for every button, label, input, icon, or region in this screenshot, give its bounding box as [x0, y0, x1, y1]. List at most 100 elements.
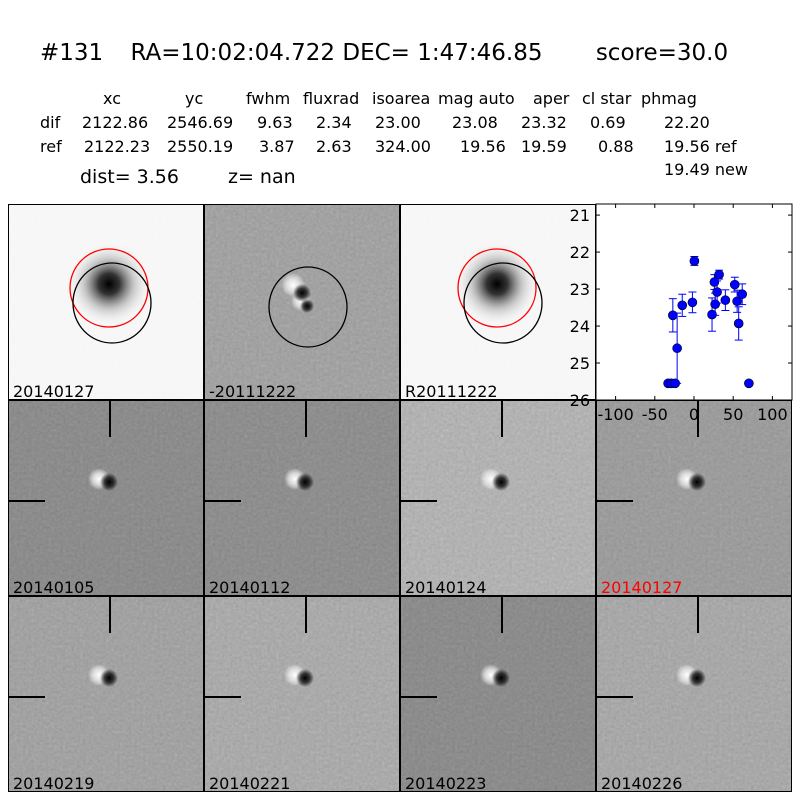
crosshair-marker	[501, 597, 503, 633]
crosshair-marker	[597, 696, 633, 698]
row-label: ref	[40, 137, 62, 156]
column-header: fwhm	[246, 89, 291, 108]
data-point	[707, 309, 717, 320]
stamp-date-label: 20140226	[601, 774, 683, 792]
column-header: mag auto	[438, 89, 515, 108]
crosshair-marker	[401, 696, 437, 698]
y-tick-label: 21	[570, 206, 590, 225]
x-tick-label: 0	[689, 405, 699, 424]
light-curve-chart: -100 -50 0 50 100 21 22 23 24 25 26	[570, 203, 793, 424]
table-cell: 2550.19	[167, 137, 234, 156]
table-cell: 0.88	[598, 137, 634, 156]
x-tick-label: -50	[642, 405, 668, 424]
y-tick-label: 23	[570, 280, 590, 299]
table-cell: 23.08	[452, 113, 498, 132]
image-stamp-stamp[interactable]: 20140127	[596, 400, 792, 596]
image-stamp-stamp[interactable]: 20140226	[596, 596, 792, 792]
table-cell: 324.00	[375, 137, 431, 156]
column-header: xc	[103, 89, 121, 108]
stamp-date-label: -20111222	[209, 382, 297, 400]
table-cell: 19.56	[460, 137, 506, 156]
y-tick-label: 24	[570, 317, 590, 336]
data-point	[744, 378, 754, 389]
candidate-coords: RA=10:02:04.722 DEC= 1:47:46.85	[130, 40, 543, 66]
table-cell: 2546.69	[167, 113, 234, 132]
black-aperture-circle	[72, 262, 152, 344]
column-header: isoarea	[372, 89, 431, 108]
y-tick-label: 26	[570, 391, 590, 410]
red-aperture-circle	[457, 248, 537, 328]
table-cell: 23.32	[521, 113, 567, 132]
data-point	[710, 299, 720, 310]
data-point	[733, 318, 744, 329]
table-cell: 19.56 ref	[664, 137, 737, 156]
image-stamp-stamp[interactable]: 20140219	[8, 596, 204, 792]
crosshair-marker	[205, 696, 241, 698]
crosshair-marker	[501, 401, 503, 437]
image-stamp-stamp[interactable]: 20140223	[400, 596, 596, 792]
crosshair-marker	[305, 401, 307, 437]
dist-value: dist= 3.56	[80, 166, 179, 188]
crosshair-marker	[305, 597, 307, 633]
candidate-score: score=30.0	[595, 40, 729, 66]
crosshair-marker	[9, 696, 45, 698]
table-cell: 22.20	[664, 113, 710, 132]
data-point	[687, 297, 698, 308]
data-point	[729, 279, 740, 290]
crosshair-marker	[109, 597, 111, 633]
image-stamp-stamp[interactable]: 20140221	[204, 596, 400, 792]
z-value: z= nan	[228, 166, 296, 188]
image-stamp-ref[interactable]: R20111222	[400, 204, 596, 400]
table-cell: 19.59	[521, 137, 567, 156]
stamp-date-label: 20140127	[13, 382, 95, 400]
stamp-date-label: 20140221	[209, 774, 291, 792]
data-point	[689, 256, 700, 266]
black-aperture-circle	[463, 262, 543, 344]
column-header: aper	[533, 89, 570, 108]
table-cell: 2.34	[316, 113, 352, 132]
image-stamp-diff[interactable]: -20111222	[204, 204, 400, 400]
stamp-date-label: R20111222	[405, 382, 498, 400]
y-tick-label: 25	[570, 354, 590, 373]
table-cell: 0.69	[590, 113, 626, 132]
data-point	[714, 269, 724, 280]
stamp-date-label: 20140105	[13, 578, 95, 596]
data-point	[672, 343, 682, 354]
data-point	[720, 295, 731, 305]
y-tick-label: 22	[570, 243, 590, 262]
stamp-date-label: 20140112	[209, 578, 291, 596]
image-stamp-new[interactable]: 20140127	[8, 204, 204, 400]
data-point	[677, 300, 688, 311]
data-point	[737, 289, 748, 300]
black-aperture-circle	[268, 266, 348, 348]
crosshair-marker	[205, 500, 241, 502]
table-cell: 9.63	[257, 113, 293, 132]
column-header: fluxrad	[303, 89, 360, 108]
crosshair-marker	[597, 500, 633, 502]
stamp-date-label: 20140124	[405, 578, 487, 596]
column-header: yc	[185, 89, 204, 108]
data-point	[668, 310, 678, 321]
candidate-id: #131	[40, 40, 104, 66]
table-cell: 2.63	[316, 137, 352, 156]
crosshair-marker	[401, 500, 437, 502]
image-stamp-stamp[interactable]: 20140105	[8, 400, 204, 596]
stamp-date-label: 20140223	[405, 774, 487, 792]
image-stamp-stamp[interactable]: 20140124	[400, 400, 596, 596]
stamp-date-label: 20140127	[601, 578, 683, 596]
data-point	[732, 296, 742, 307]
column-header: phmag	[641, 89, 697, 108]
x-tick-label: -100	[597, 405, 633, 424]
image-stamp-stamp[interactable]: 20140112	[204, 400, 400, 596]
candidate-title: #131 RA=10:02:04.722 DEC= 1:47:46.85 sco…	[40, 40, 748, 66]
phmag-new: 19.49 new	[664, 160, 748, 179]
column-header: cl star	[582, 89, 632, 108]
crosshair-marker	[109, 401, 111, 437]
x-tick-label: 100	[757, 405, 788, 424]
crosshair-marker	[9, 500, 45, 502]
data-point	[712, 287, 722, 297]
crosshair-marker	[697, 401, 699, 437]
table-cell: 23.00	[375, 113, 421, 132]
x-tick-label: 50	[723, 405, 743, 424]
crosshair-marker	[697, 597, 699, 633]
